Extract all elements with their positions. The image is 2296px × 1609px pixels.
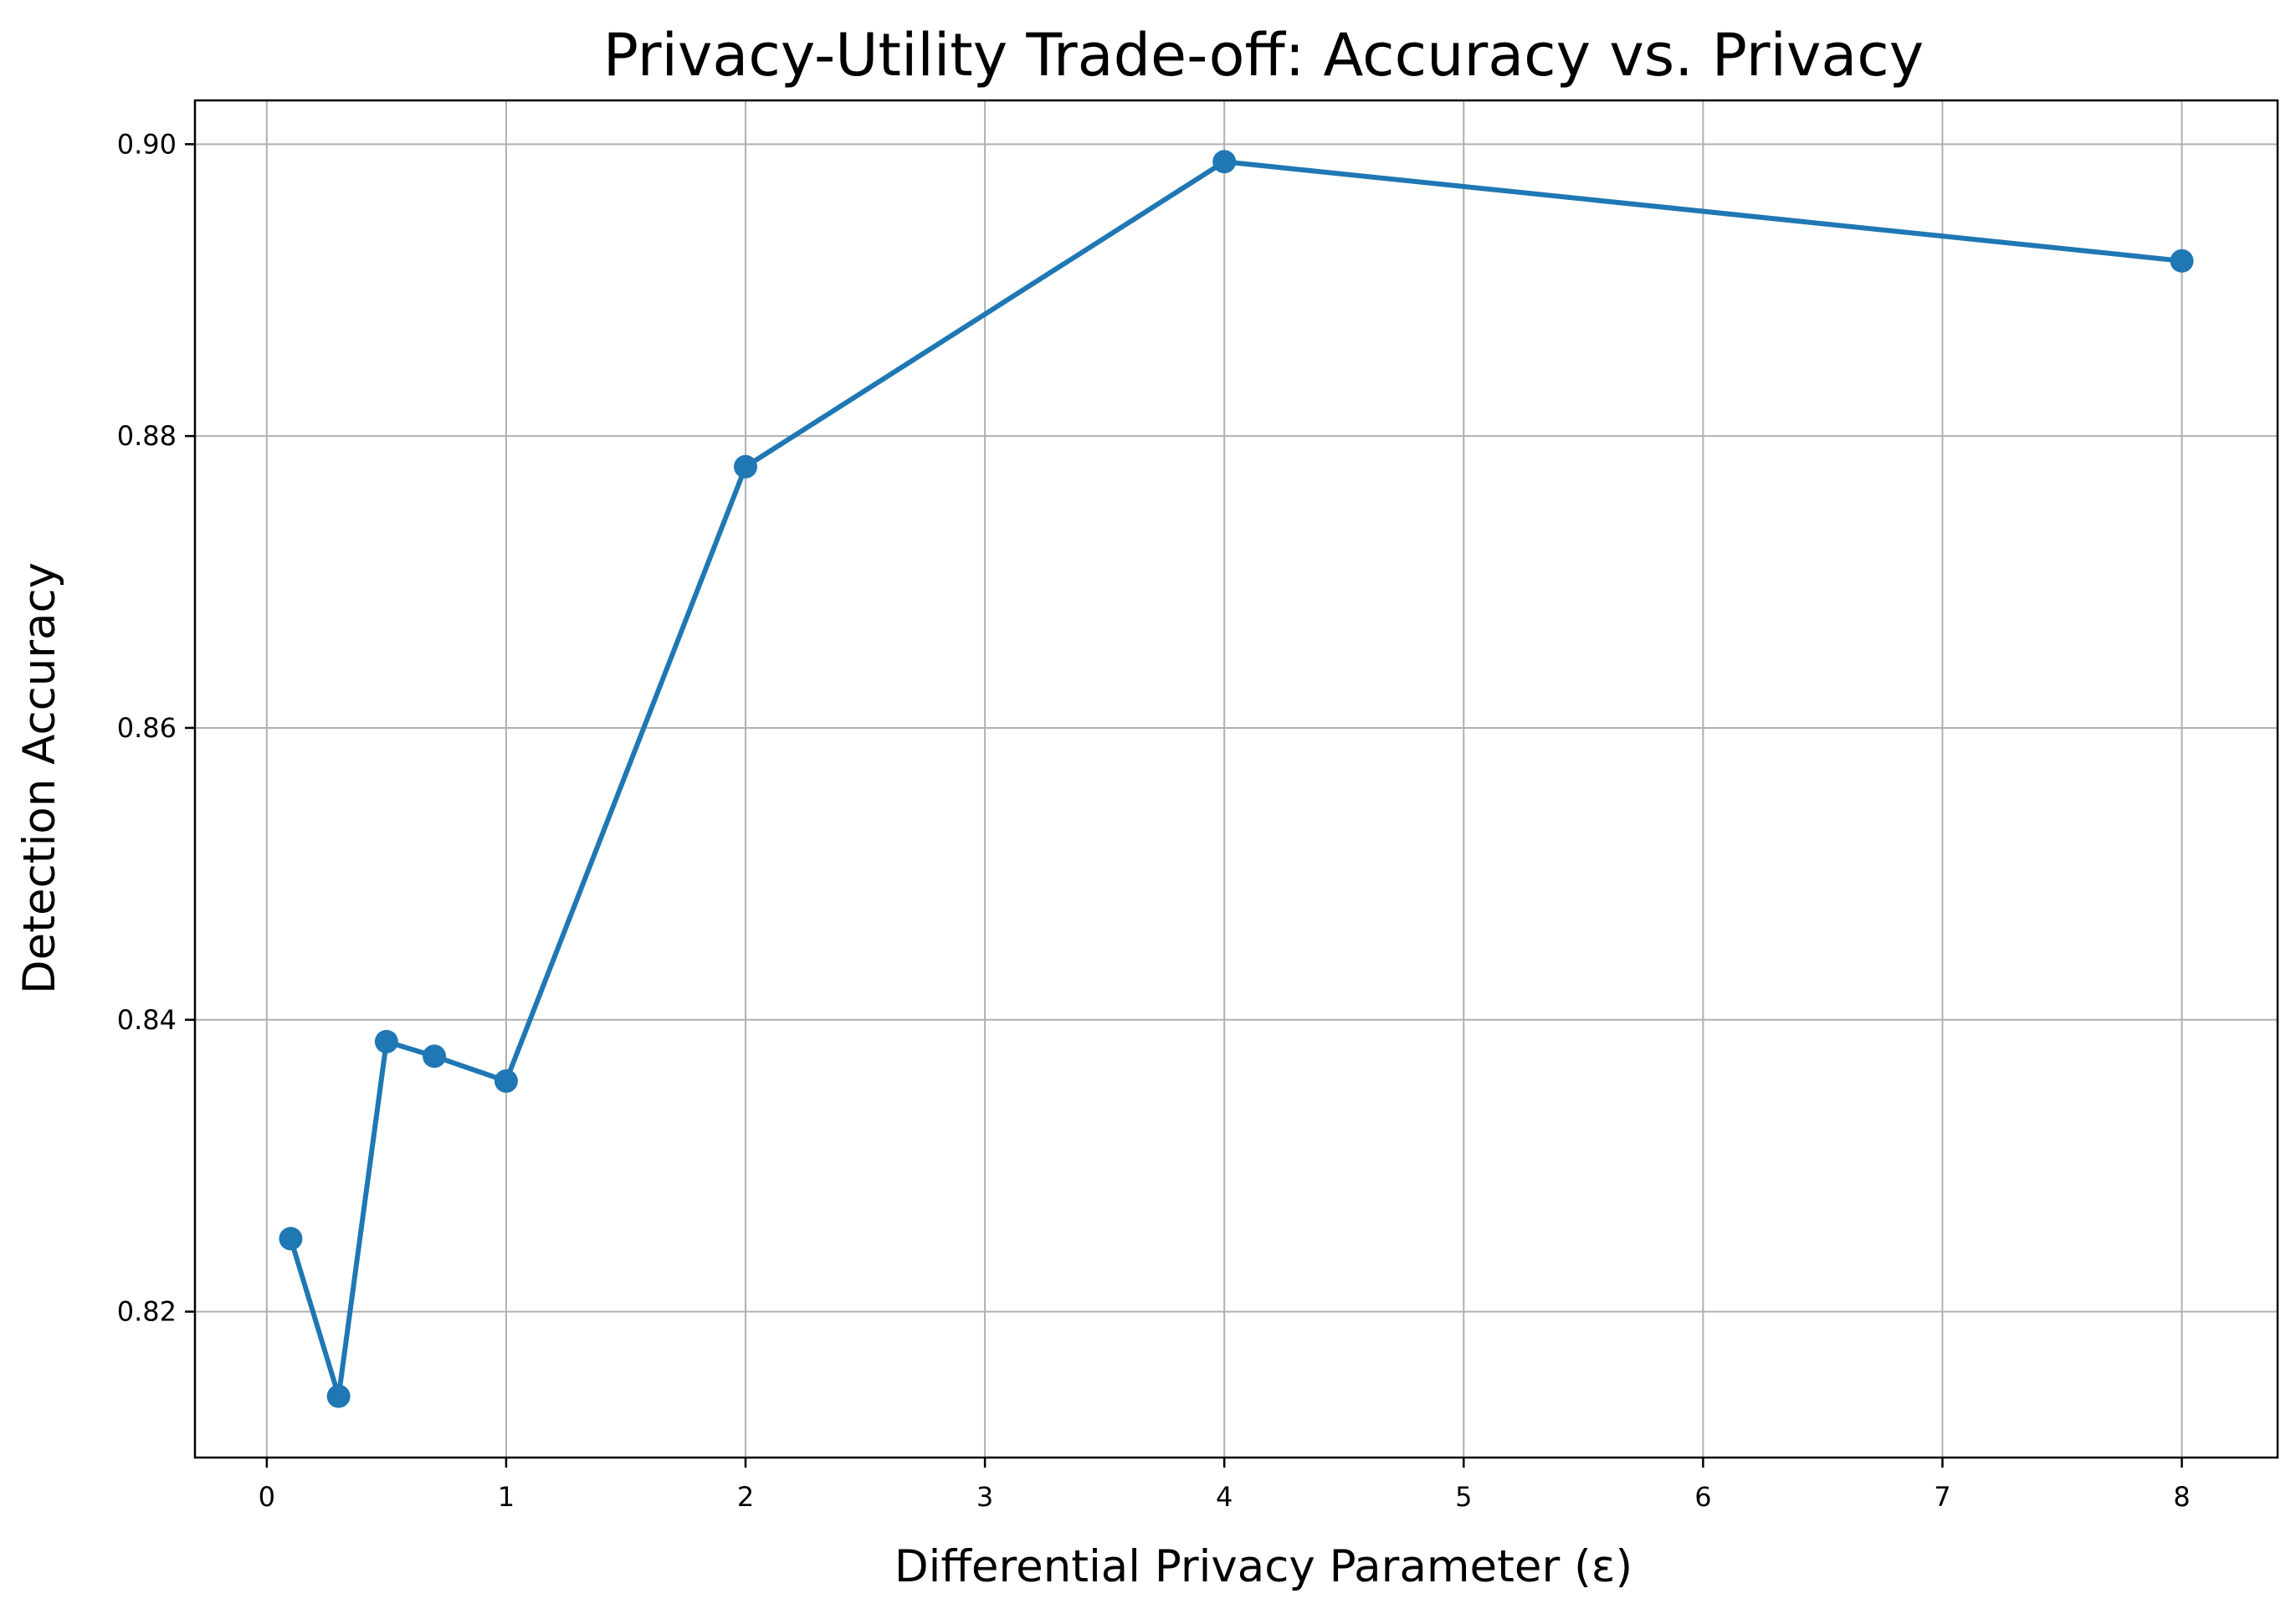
x-tick-label: 7	[1934, 1481, 1950, 1513]
x-axis-label: Differential Privacy Parameter (ε)	[894, 1541, 1632, 1592]
data-point	[734, 454, 758, 479]
data-point	[1212, 150, 1237, 174]
data-point	[326, 1384, 351, 1408]
y-tick-label: 0.86	[117, 712, 177, 744]
series-layer	[279, 150, 2194, 1408]
data-point	[2170, 249, 2194, 273]
x-tick-label: 5	[1455, 1481, 1472, 1513]
x-tick-label: 8	[2173, 1481, 2190, 1513]
x-tick-label: 2	[737, 1481, 754, 1513]
data-point	[279, 1227, 303, 1251]
data-point	[374, 1029, 398, 1053]
plot-frame	[193, 99, 2279, 1459]
y-tick-label: 0.88	[117, 420, 177, 452]
data-point	[423, 1044, 447, 1068]
series-line	[288, 159, 2185, 1399]
x-tick-label: 0	[259, 1481, 275, 1513]
x-tick-label: 4	[1216, 1481, 1233, 1513]
y-tick-label: 0.82	[117, 1296, 177, 1328]
axis-ticks: 0 1 2 3 4 5 6 7 8 0.82 0.84 0.86 0.88 0.90	[117, 128, 2191, 1513]
y-tick-label: 0.90	[117, 128, 177, 160]
x-tick-label: 3	[976, 1481, 993, 1513]
y-tick-label: 0.84	[117, 1004, 177, 1036]
x-tick-label: 6	[1694, 1481, 1711, 1513]
chart-title: Privacy-Utility Trade-off: Accuracy vs. …	[603, 21, 1924, 90]
data-point	[494, 1069, 518, 1094]
y-axis-label: Detection Accuracy	[14, 562, 65, 994]
x-tick-label: 1	[498, 1481, 515, 1513]
gridlines	[195, 100, 2278, 1458]
